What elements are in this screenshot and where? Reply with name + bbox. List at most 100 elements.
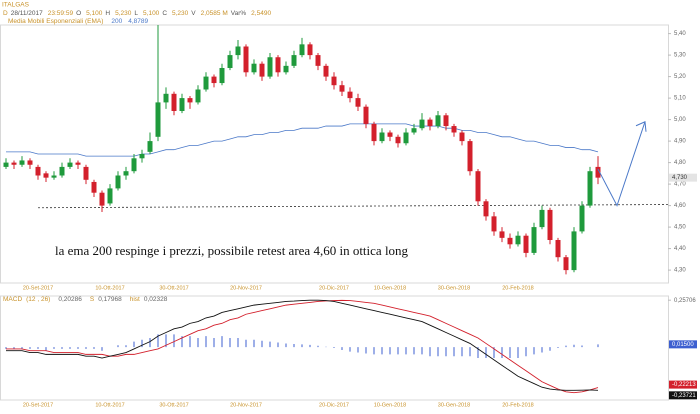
macd-readout: S (90, 296, 95, 303)
info-item: 2,0585 M (201, 10, 228, 17)
candle-body (555, 240, 561, 258)
candle-body (339, 85, 345, 92)
y-tick-label: 4,50 (674, 225, 686, 231)
last-value-box (669, 391, 697, 400)
candle-body (411, 128, 417, 133)
candle-body (251, 63, 257, 73)
ema-last: 4,8789 (128, 18, 148, 25)
candle-body (435, 115, 441, 127)
annotation: la ema 200 respinge i prezzi, possibile … (55, 243, 409, 258)
x-tick-label: 10-Gen-2018 (374, 402, 406, 408)
candle-body (531, 227, 537, 253)
x-tick-label: 30-Gen-2018 (438, 285, 470, 291)
candle-body (19, 160, 25, 165)
ema-legend: Media Mobili Esponenziali (EMA) 200 4,8789 (8, 18, 149, 25)
y-tick-label: 5,20 (674, 74, 686, 80)
info-item: 2,5490 (251, 10, 271, 17)
ema-name: Media Mobili Esponenziali (EMA) (8, 18, 103, 25)
macd-readout: 0,17968 (98, 296, 122, 303)
arrow-head (635, 121, 647, 132)
candle-body (275, 57, 281, 73)
y-tick-label: 4,70 (674, 182, 686, 188)
candle-body (67, 162, 73, 167)
candle-body (539, 209, 545, 228)
candle-body (11, 162, 17, 165)
candle-body (187, 98, 193, 103)
info-item: 5,100 (143, 10, 160, 17)
last-value-label: 0,01500 (672, 342, 694, 348)
projection-arrow (597, 121, 646, 207)
candle-body (235, 46, 241, 56)
info-item: C (162, 10, 167, 17)
info-item: 23:59:59 (48, 10, 74, 17)
candle-body (459, 132, 465, 142)
ema-line (6, 123, 599, 157)
y-tick-label: 4,30 (674, 268, 686, 274)
candle-body (507, 237, 513, 245)
candle-body (283, 65, 289, 73)
candle-body (379, 132, 385, 142)
x-tick-label: 10-Ott-2017 (95, 285, 124, 291)
candle-body (123, 171, 129, 176)
y-tick-label: 0,25706 (674, 298, 696, 304)
candle-body (91, 181, 97, 193)
macd-legend: MACD (12 , 26) 0,20286 S 0,17968 hist 0,02328 (3, 296, 168, 303)
info-item: 5,100 (86, 10, 103, 17)
info-item: 5,230 (172, 10, 189, 17)
candle-body (355, 98, 361, 107)
y-tick-label: 4,40 (674, 246, 686, 252)
candle-body (51, 175, 57, 178)
candle-body (523, 235, 529, 253)
candle-body (99, 192, 105, 206)
signal-line (6, 299, 599, 394)
macd-readout: 0,02328 (144, 296, 168, 303)
macd-title: MACD (3, 296, 22, 303)
info-line: D 28/11/2017 23:59:59 O 5,100 H 5,230 L 5,100 C 5,… (3, 10, 271, 17)
last-value-label: 4,730 (672, 175, 688, 181)
candle-body (171, 93, 177, 111)
support-line (37, 204, 669, 209)
candle-body (467, 141, 473, 172)
price-panel (0, 24, 669, 284)
last-value-box (669, 340, 697, 349)
x-tick-label: 20-Set-2017 (23, 285, 53, 291)
candle-body (35, 166, 41, 176)
candle-body (243, 46, 249, 73)
candle-body (475, 171, 481, 202)
info-item: 5,230 (115, 10, 132, 17)
y-tick-label: 4,80 (674, 160, 686, 166)
y-tick-label: 5,30 (674, 53, 686, 59)
info-item: O (76, 10, 81, 17)
macd-readout: 0,20286 (58, 296, 82, 303)
x-tick-label: 30-Gen-2018 (438, 402, 470, 408)
candle-body (195, 89, 201, 103)
candle-body (83, 166, 89, 180)
candle-body (403, 132, 409, 144)
candle-body (547, 209, 553, 240)
candle-body (347, 91, 353, 99)
candle-body (163, 93, 169, 103)
macd-readout: hist (130, 296, 140, 303)
candle-body (211, 76, 217, 84)
candle-body (75, 162, 81, 165)
y-tick-label: 5,00 (674, 117, 686, 123)
x-tick-label: 10-Ott-2017 (95, 402, 124, 408)
candle-body (443, 115, 449, 127)
candle-body (139, 154, 145, 159)
y-tick-label: 4,60 (674, 203, 686, 209)
x-tick-label: 20-Feb-2018 (502, 285, 534, 291)
y-tick-label: 5,10 (674, 96, 686, 102)
candle-body (179, 98, 185, 111)
x-tick-label: 20-Set-2017 (23, 402, 53, 408)
candle-body (563, 257, 569, 271)
candle-body (107, 188, 113, 204)
candle-body (587, 171, 593, 206)
candle-body (395, 136, 401, 144)
candle-body (371, 123, 377, 142)
x-tick-label: 30-Ott-2017 (159, 285, 188, 291)
ema-period: 200 (111, 18, 122, 25)
info-item: 28/11/2017 (11, 10, 43, 17)
candle-body (331, 76, 337, 86)
candle-body (499, 231, 505, 238)
